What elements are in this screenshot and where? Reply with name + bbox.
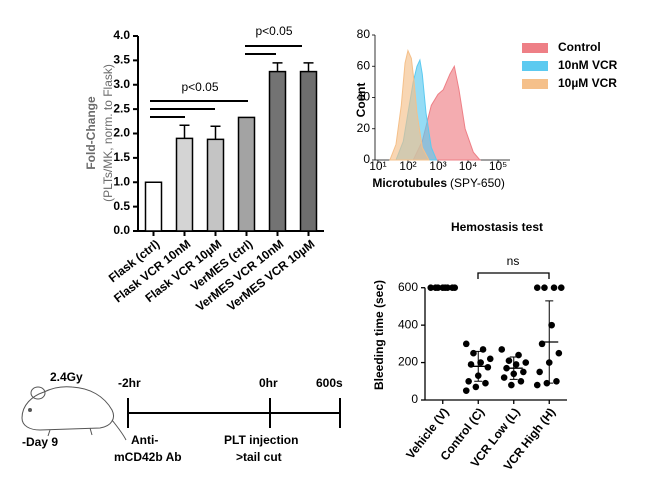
bar — [175, 137, 194, 232]
y-axis-title: Count — [354, 83, 368, 118]
y-tick-label: 80 — [357, 27, 371, 41]
y-tick-label: 60 — [357, 58, 371, 72]
data-point — [482, 379, 489, 387]
ns-bracket — [477, 272, 550, 279]
y-tick-label: 4.0 — [113, 28, 130, 42]
event-label: >tail cut — [236, 450, 282, 464]
time-label: 0hr — [259, 376, 278, 390]
y-tick-label: 3.0 — [113, 77, 130, 91]
y-tick-label: 2.5 — [113, 101, 130, 115]
error-bar — [272, 62, 283, 72]
data-point — [486, 355, 494, 363]
data-point — [449, 284, 456, 292]
data-point — [536, 368, 543, 376]
dose-label: 2.4Gy — [50, 370, 83, 384]
data-point — [484, 363, 492, 371]
x-tick-label: 10¹ — [369, 159, 386, 173]
y-axis-subtitle: (PLTs/MK, norm. to Flask) — [101, 64, 115, 202]
data-point — [508, 381, 515, 389]
day-label: -Day 9 — [22, 435, 58, 449]
error-bar — [210, 125, 221, 140]
bar — [299, 70, 318, 232]
legend-label: Control — [558, 40, 601, 54]
bar — [268, 70, 287, 232]
error-bar — [303, 62, 314, 72]
y-tick-label: 0 — [363, 152, 370, 166]
event-label: mCD42b Ab — [114, 450, 182, 464]
x-tick-label: 10⁴ — [459, 159, 478, 173]
sd-bar — [509, 356, 518, 380]
y-tick-label: 400 — [398, 317, 418, 331]
annotation: p<0.05 — [181, 80, 218, 94]
y-tick-label: 0.0 — [113, 223, 130, 237]
event-label: PLT injection — [224, 433, 298, 447]
y-tick-label: 20 — [357, 121, 371, 135]
data-point — [541, 284, 548, 292]
y-tick-label: 600 — [398, 280, 418, 294]
x-tick-label: 10³ — [429, 159, 446, 173]
data-point — [533, 381, 541, 389]
significance-lines — [150, 45, 302, 118]
y-tick-label: 200 — [398, 355, 418, 369]
data-point — [465, 377, 472, 385]
x-tick-label: 10⁵ — [489, 159, 507, 173]
legend-swatch — [522, 61, 548, 71]
legend-label: 10nM VCR — [558, 58, 618, 72]
y-axis-title: Fold-Change — [84, 96, 98, 170]
y-tick-label: 0.5 — [113, 199, 130, 213]
data-point — [462, 387, 470, 394]
y-tick-label: 3.5 — [113, 53, 130, 67]
data-point — [520, 368, 527, 376]
data-point — [548, 321, 555, 329]
sd-bar — [545, 300, 554, 384]
data-point — [505, 357, 513, 365]
mouse-icon — [21, 386, 127, 441]
data-point — [533, 284, 541, 292]
data-point — [472, 383, 480, 391]
data-point — [462, 340, 470, 348]
y-tick-label: 1.0 — [113, 174, 130, 188]
density-area — [389, 49, 430, 161]
sd-bar — [474, 350, 483, 382]
time-label: 600s — [316, 376, 343, 390]
annotation: ns — [507, 254, 520, 268]
data-point — [557, 284, 565, 292]
data-point — [517, 377, 525, 385]
y-tick-label: 0 — [411, 392, 418, 406]
bar — [144, 181, 163, 232]
time-label: -2hr — [118, 376, 141, 390]
bar — [206, 138, 225, 232]
data-point — [550, 284, 558, 292]
legend-swatch — [522, 79, 548, 89]
bar — [237, 116, 256, 232]
data-point — [553, 377, 560, 385]
y-tick-label: 1.5 — [113, 150, 130, 164]
data-point — [555, 349, 563, 357]
chart-title: Hemostasis test — [451, 220, 543, 234]
y-tick-label: 40 — [357, 90, 371, 104]
x-axis-title: Microtubules — [372, 176, 447, 190]
data-point — [427, 284, 435, 292]
data-point — [522, 359, 530, 366]
x-axis-subtitle: (SPY-650) — [450, 176, 505, 190]
y-tick-label: 2.0 — [113, 126, 130, 140]
annotation: p<0.05 — [255, 24, 292, 38]
x-tick-label: 10² — [399, 159, 416, 173]
timeline — [127, 398, 341, 428]
legend-label: 10µM VCR — [558, 76, 617, 90]
data-point — [477, 359, 484, 366]
legend-swatch — [522, 43, 548, 53]
event-label: Anti- — [131, 433, 158, 447]
data-point — [500, 374, 508, 381]
error-bar — [179, 124, 190, 139]
data-point — [512, 361, 520, 368]
data-point — [498, 346, 506, 353]
y-axis-title: Bleeding time (sec) — [372, 280, 386, 390]
